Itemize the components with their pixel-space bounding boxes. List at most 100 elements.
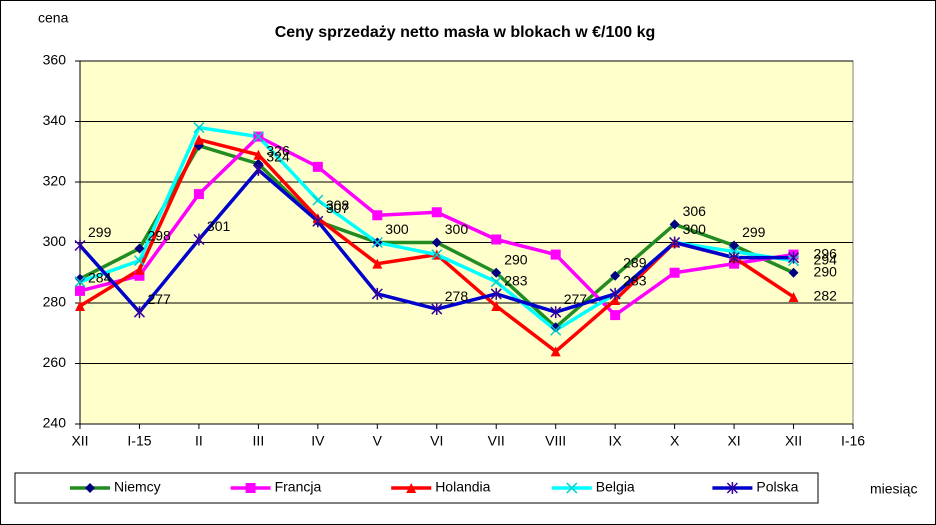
y-tick-label: 280	[43, 294, 67, 310]
point-marker	[550, 324, 562, 336]
x-tick-label: VI	[430, 433, 443, 449]
data-label: 278	[445, 288, 469, 304]
point-marker	[253, 149, 264, 160]
point-marker	[193, 134, 204, 145]
x-tick-label: III	[253, 433, 265, 449]
point-marker	[788, 291, 799, 302]
x-tick-label: X	[670, 433, 680, 449]
data-label: 290	[814, 263, 838, 279]
data-label: 277	[147, 291, 171, 307]
data-label: 308	[326, 197, 350, 213]
point-marker	[669, 219, 680, 230]
data-label: 296	[814, 245, 838, 261]
point-marker	[371, 236, 383, 249]
point-marker	[491, 234, 502, 245]
point-marker	[371, 287, 383, 300]
legend-marker	[566, 482, 578, 494]
point-marker	[193, 122, 205, 134]
x-tick-label: IV	[311, 433, 325, 449]
point-marker	[609, 287, 621, 300]
point-marker	[788, 251, 800, 264]
data-label: 294	[814, 251, 838, 267]
data-label: 300	[683, 221, 707, 237]
data-label: 298	[147, 227, 171, 243]
y-tick-label: 260	[43, 354, 67, 370]
legend-label: Holandia	[435, 479, 490, 495]
x-tick-label: IX	[609, 433, 623, 449]
y-axis-label: cena	[38, 10, 69, 26]
x-axis-label: miesiąc	[870, 481, 917, 497]
point-marker	[431, 249, 443, 261]
point-marker	[491, 267, 502, 278]
legend-marker	[726, 482, 738, 494]
data-label: 277	[564, 291, 588, 307]
point-marker	[75, 273, 85, 284]
y-tick-label: 340	[43, 112, 67, 128]
legend-marker	[245, 483, 256, 493]
y-tick-label: 300	[43, 233, 67, 249]
point-marker	[669, 236, 681, 249]
point-marker	[550, 306, 562, 319]
x-tick-label: XI	[727, 433, 740, 449]
point-marker	[133, 306, 145, 319]
point-marker	[610, 310, 621, 321]
data-label: 324	[266, 149, 290, 165]
legend-marker	[85, 483, 95, 493]
chart-title: Ceny sprzedaży netto masła w blokach w €…	[275, 24, 656, 41]
point-marker	[74, 276, 86, 288]
x-tick-label: XII	[71, 433, 88, 449]
y-tick-label: 360	[43, 52, 67, 68]
point-marker	[75, 285, 85, 296]
data-label: 284	[88, 270, 112, 286]
point-marker	[372, 210, 383, 221]
point-marker	[312, 194, 324, 206]
data-label: 290	[504, 251, 528, 267]
data-label: 299	[742, 224, 766, 240]
x-tick-label: XII	[785, 433, 802, 449]
point-marker	[133, 255, 145, 267]
point-marker	[74, 239, 86, 252]
legend-label: Belgia	[596, 479, 635, 495]
legend-label: Polska	[756, 479, 798, 495]
point-marker	[729, 258, 740, 269]
point-marker	[550, 249, 561, 260]
point-marker	[728, 251, 740, 264]
point-marker	[669, 267, 680, 278]
data-label: 282	[814, 288, 838, 304]
point-marker	[312, 215, 324, 228]
legend-marker	[406, 483, 417, 493]
data-label: 307	[326, 200, 350, 216]
point-marker	[550, 322, 561, 333]
point-marker	[490, 276, 502, 288]
legend-label: Francja	[275, 479, 322, 495]
data-label: 300	[385, 221, 409, 237]
data-label: 300	[445, 221, 469, 237]
point-marker	[134, 243, 145, 254]
point-marker	[788, 267, 799, 278]
point-marker	[75, 301, 85, 312]
data-label: 306	[683, 203, 707, 219]
point-marker	[193, 189, 204, 200]
x-tick-label: II	[195, 433, 203, 449]
point-marker	[431, 303, 443, 316]
x-tick-label: I-16	[841, 433, 865, 449]
point-marker	[252, 131, 264, 143]
data-label: 283	[504, 273, 528, 289]
point-marker	[431, 237, 442, 248]
point-marker	[550, 346, 561, 357]
point-marker	[431, 207, 442, 218]
point-marker	[610, 270, 621, 281]
point-marker	[490, 287, 502, 300]
data-label: 289	[623, 254, 647, 270]
x-tick-label: V	[373, 433, 383, 449]
legend-label: Niemcy	[114, 479, 161, 495]
point-marker	[372, 258, 383, 269]
data-label: 283	[623, 273, 647, 289]
data-label: 301	[207, 218, 231, 234]
x-tick-label: VIII	[545, 433, 566, 449]
point-marker	[252, 163, 264, 176]
point-marker	[193, 233, 205, 246]
y-tick-label: 240	[43, 415, 67, 431]
data-label: 299	[88, 224, 112, 240]
